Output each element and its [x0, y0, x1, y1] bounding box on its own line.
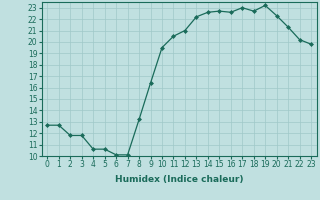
X-axis label: Humidex (Indice chaleur): Humidex (Indice chaleur): [115, 175, 244, 184]
